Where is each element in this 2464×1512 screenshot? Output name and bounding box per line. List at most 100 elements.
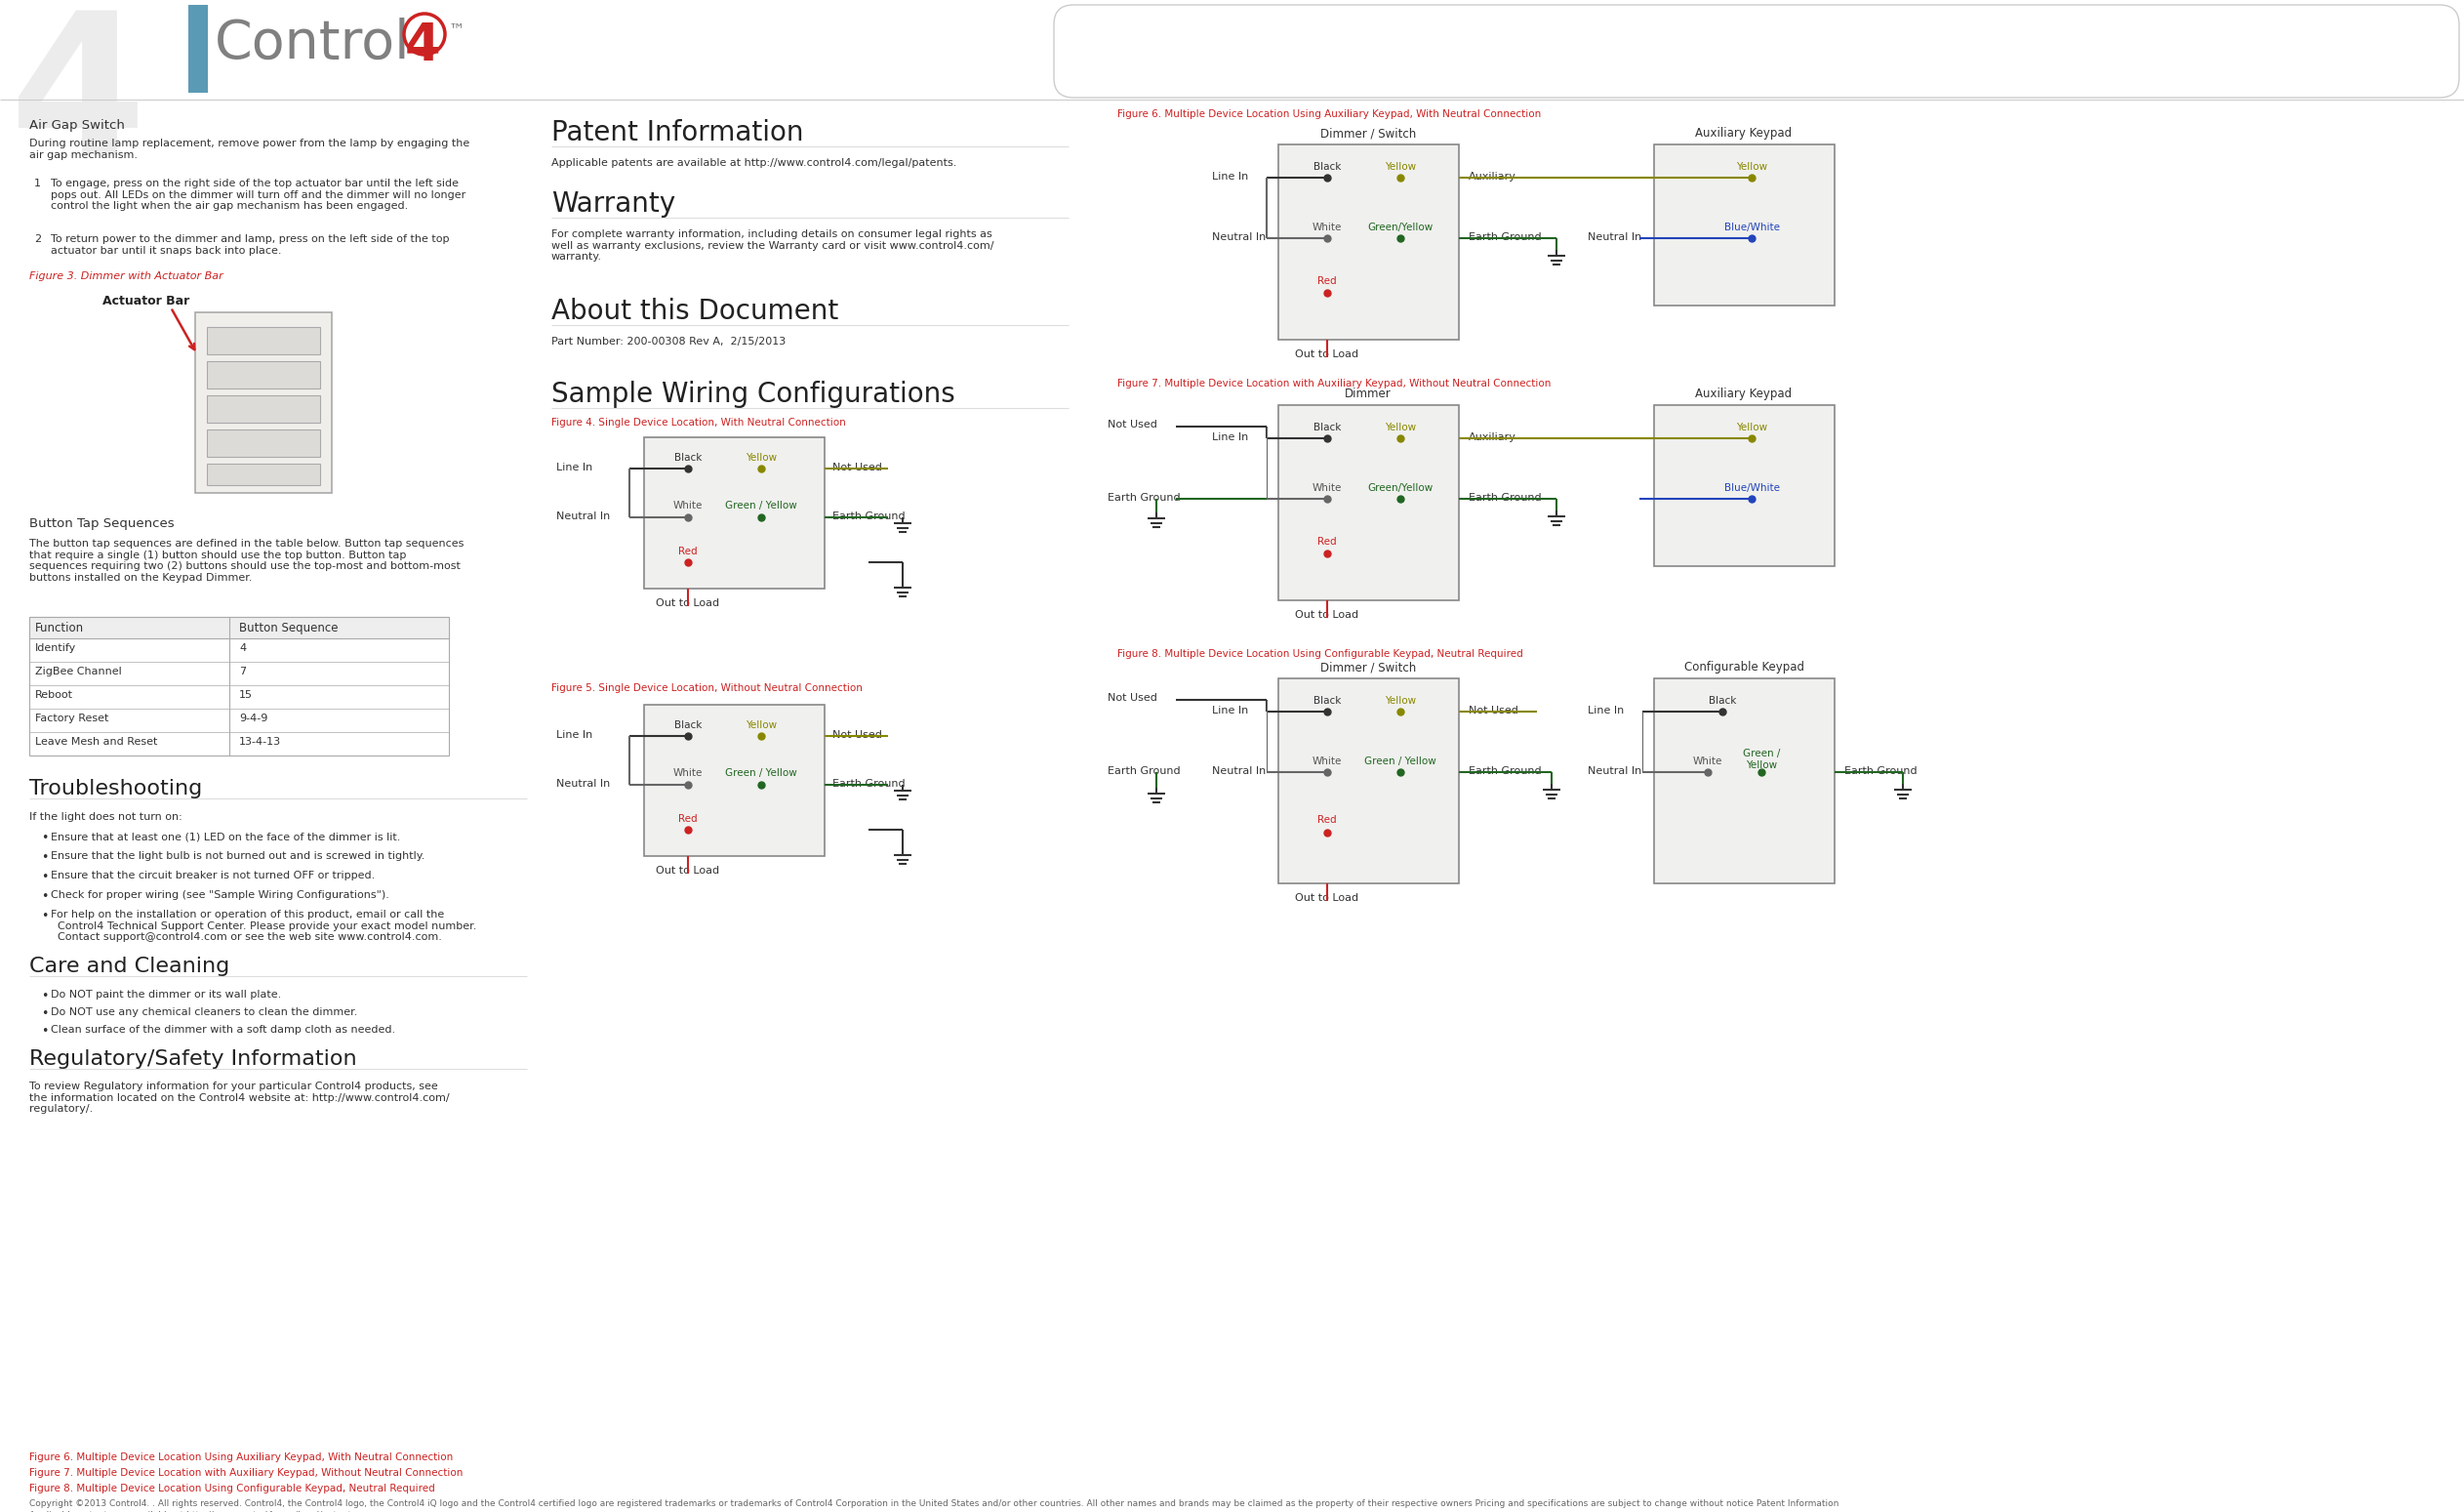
Text: Green / Yellow: Green / Yellow	[1365, 756, 1437, 767]
Text: Neutral In: Neutral In	[1212, 233, 1266, 242]
Text: •: •	[42, 851, 49, 863]
Text: Leave Mesh and Reset: Leave Mesh and Reset	[34, 736, 158, 747]
Text: •: •	[42, 832, 49, 844]
Text: Yellow: Yellow	[1737, 423, 1767, 432]
Text: To engage, press on the right side of the top actuator bar until the left side
p: To engage, press on the right side of th…	[52, 178, 466, 212]
Text: Earth Ground: Earth Ground	[1469, 493, 1542, 502]
Text: Yellow: Yellow	[1385, 423, 1417, 432]
Text: Green / Yellow: Green / Yellow	[724, 500, 798, 511]
Text: Yellow: Yellow	[1385, 696, 1417, 706]
Text: Figure 7. Multiple Device Location with Auxiliary Keypad, Without Neutral Connec: Figure 7. Multiple Device Location with …	[1116, 378, 1550, 389]
Text: Earth Ground: Earth Ground	[833, 779, 904, 789]
Text: Care and Cleaning: Care and Cleaning	[30, 957, 229, 977]
Text: Button Sequence: Button Sequence	[239, 621, 338, 635]
Text: •: •	[42, 910, 49, 922]
Text: ZigBee Channel: ZigBee Channel	[34, 667, 121, 676]
Text: Warranty: Warranty	[552, 191, 675, 218]
Text: Line In: Line In	[557, 463, 591, 472]
Text: Red: Red	[1318, 277, 1335, 286]
Text: Neutral In: Neutral In	[1587, 767, 1641, 776]
Text: Function: Function	[34, 621, 84, 635]
Bar	[1279, 145, 1459, 340]
Text: Not Used: Not Used	[1109, 420, 1158, 429]
Text: Out to Load: Out to Load	[1296, 894, 1360, 903]
Text: Yellow: Yellow	[747, 454, 776, 463]
Bar	[207, 361, 320, 389]
Text: Earth Ground: Earth Ground	[1109, 767, 1180, 776]
Text: White: White	[1313, 222, 1343, 233]
Bar	[30, 617, 448, 756]
Bar	[643, 437, 825, 588]
Text: 15: 15	[239, 689, 254, 700]
Text: Dimmer: Dimmer	[1345, 387, 1392, 401]
Text: Factory Reset: Factory Reset	[34, 714, 108, 723]
Text: Auxiliary Keypad: Auxiliary Keypad	[1695, 127, 1791, 139]
Text: Air Gap Switch: Air Gap Switch	[30, 119, 126, 132]
Text: Neutral In: Neutral In	[557, 779, 611, 789]
Bar	[1653, 679, 1836, 883]
Text: Troubleshooting: Troubleshooting	[30, 779, 202, 798]
Text: Neutral In: Neutral In	[1212, 767, 1266, 776]
Text: Figure 3. Dimmer with Actuator Bar: Figure 3. Dimmer with Actuator Bar	[30, 271, 224, 281]
Text: Ensure that at least one (1) LED on the face of the dimmer is lit.: Ensure that at least one (1) LED on the …	[52, 832, 402, 841]
Text: Auxiliary: Auxiliary	[1469, 172, 1515, 181]
Text: Earth Ground: Earth Ground	[833, 511, 904, 522]
Text: Figure 6. Multiple Device Location Using Auxiliary Keypad, With Neutral Connecti: Figure 6. Multiple Device Location Using…	[1116, 109, 1540, 119]
Bar	[187, 5, 207, 92]
Text: Out to Load: Out to Load	[655, 599, 719, 608]
Text: Identify: Identify	[34, 643, 76, 653]
Text: Blue/White: Blue/White	[1725, 484, 1779, 493]
Text: Black: Black	[1313, 162, 1340, 172]
Text: 9-4-9: 9-4-9	[239, 714, 269, 723]
Bar	[30, 617, 448, 638]
Text: Black: Black	[675, 720, 702, 730]
Text: 4: 4	[239, 643, 246, 653]
Text: 4: 4	[404, 21, 441, 71]
Text: Reboot: Reboot	[34, 689, 74, 700]
Text: Control: Control	[214, 18, 411, 70]
Text: Yellow: Yellow	[1385, 162, 1417, 172]
Text: Yellow: Yellow	[1737, 162, 1767, 172]
Text: Figure 5. Single Device Location, Without Neutral Connection: Figure 5. Single Device Location, Withou…	[552, 683, 862, 692]
Text: Part Number: 200-00308 Rev A,  2/15/2013: Part Number: 200-00308 Rev A, 2/15/2013	[552, 337, 786, 346]
Text: Auxiliary: Auxiliary	[1469, 432, 1515, 442]
Text: Sample Wiring Configurations: Sample Wiring Configurations	[552, 381, 956, 408]
Text: Copyright ©2013 Control4. . All rights reserved. Control4, the Control4 logo, th: Copyright ©2013 Control4. . All rights r…	[30, 1500, 1838, 1507]
Text: Out to Load: Out to Load	[1296, 609, 1360, 620]
Text: Out to Load: Out to Load	[655, 866, 719, 875]
Text: Figure 4. Single Device Location, With Neutral Connection: Figure 4. Single Device Location, With N…	[552, 417, 845, 428]
Bar	[207, 327, 320, 354]
Text: Configurable Keypad: Configurable Keypad	[1683, 661, 1804, 673]
Text: Red: Red	[678, 547, 697, 556]
Text: Regulatory/Safety Information: Regulatory/Safety Information	[30, 1049, 357, 1069]
Text: Line In: Line In	[1212, 706, 1249, 715]
Text: Dimmer / Switch: Dimmer / Switch	[1321, 661, 1417, 673]
Text: Figure 6. Multiple Device Location Using Auxiliary Keypad, With Neutral Connecti: Figure 6. Multiple Device Location Using…	[30, 1453, 453, 1462]
Text: White: White	[1693, 756, 1722, 767]
Text: Red: Red	[1318, 537, 1335, 547]
Text: White: White	[673, 500, 702, 511]
Text: Not Used: Not Used	[833, 463, 882, 472]
Text: Earth Ground: Earth Ground	[1846, 767, 1917, 776]
Text: 7: 7	[239, 667, 246, 676]
Text: Line In: Line In	[1212, 432, 1249, 442]
Text: Ensure that the light bulb is not burned out and is screwed in tightly.: Ensure that the light bulb is not burned…	[52, 851, 424, 860]
Text: White: White	[1313, 756, 1343, 767]
Text: Clean surface of the dimmer with a soft damp cloth as needed.: Clean surface of the dimmer with a soft …	[52, 1025, 394, 1034]
Text: Line In: Line In	[557, 730, 591, 739]
Bar	[207, 464, 320, 485]
Text: Do NOT use any chemical cleaners to clean the dimmer.: Do NOT use any chemical cleaners to clea…	[52, 1007, 357, 1018]
Text: Do NOT paint the dimmer or its wall plate.: Do NOT paint the dimmer or its wall plat…	[52, 990, 281, 999]
Text: 2: 2	[34, 234, 42, 243]
Text: Button Tap Sequences: Button Tap Sequences	[30, 517, 175, 531]
Text: Neutral In: Neutral In	[557, 511, 611, 522]
Text: •: •	[42, 871, 49, 883]
Text: If the light does not turn on:: If the light does not turn on:	[30, 812, 182, 823]
Text: Yellow: Yellow	[747, 720, 776, 730]
Bar	[195, 313, 333, 493]
Text: About this Document: About this Document	[552, 298, 838, 325]
Text: Green /
Yellow: Green / Yellow	[1742, 748, 1779, 770]
Text: Green/Yellow: Green/Yellow	[1368, 484, 1434, 493]
Text: Black: Black	[1313, 696, 1340, 706]
Text: Figure 8. Multiple Device Location Using Configurable Keypad, Neutral Required: Figure 8. Multiple Device Location Using…	[1116, 649, 1523, 659]
